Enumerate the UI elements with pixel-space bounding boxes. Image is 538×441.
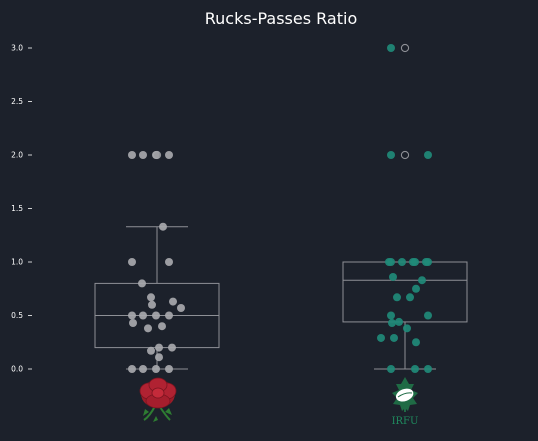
point-ireland [387,311,395,320]
outlier-marker [400,43,410,53]
point-ireland [395,317,403,326]
y-tick-label: 0.5 [11,311,23,320]
box-plots [94,43,468,370]
point-england [155,343,163,352]
point-england [155,353,163,362]
data-points [128,44,432,373]
point-england [165,311,173,320]
box-england [94,150,220,370]
point-england [128,365,136,373]
point-england [148,300,156,309]
outlier-marker [400,150,410,160]
point-ireland [418,276,426,285]
point-ireland [387,44,395,52]
point-england [168,343,176,352]
point-ireland [389,272,397,281]
point-england [147,346,155,355]
point-ireland [398,258,406,266]
point-england [147,293,155,302]
irfu-logo: IRFU [392,377,419,427]
point-ireland [409,258,417,266]
point-england [128,151,136,159]
point-england [152,151,160,159]
point-england [159,222,167,231]
point-ireland [422,258,430,266]
point-england [165,258,173,266]
point-england [128,258,136,266]
point-england [169,297,177,306]
point-ireland [412,338,420,347]
box-ireland [342,43,468,370]
point-ireland [424,365,432,373]
point-england [152,311,160,320]
point-ireland [403,324,411,333]
england-rose-logo [139,377,177,422]
point-england [128,311,136,320]
point-england [165,365,173,373]
irfu-logo-text: IRFU [392,416,419,427]
y-tick-label: 1.0 [11,258,23,267]
y-tick-label: 2.0 [11,151,23,160]
iqr-box [342,261,468,323]
point-ireland [388,318,396,327]
y-tick-label: 0.0 [11,365,23,374]
point-england [138,279,146,288]
point-england [152,365,160,373]
y-tick-label: 3.0 [11,44,23,53]
point-england [129,318,137,327]
point-ireland [406,293,414,302]
point-england [144,324,152,333]
point-england [177,304,185,313]
point-ireland [424,311,432,320]
y-tick-label: 1.5 [11,204,23,213]
point-ireland [393,293,401,302]
point-ireland [411,365,419,373]
point-england [139,151,147,159]
point-england [139,311,147,320]
point-ireland [387,365,395,373]
chart-title: Rucks-Passes Ratio [205,9,357,28]
point-england [165,151,173,159]
point-ireland [390,333,398,342]
y-tick-label: 2.5 [11,97,23,106]
y-axis: 0.0 0.5 1.0 1.5 2.0 2.5 3.0 [11,44,32,374]
point-england [158,322,166,331]
point-ireland [424,151,432,159]
point-ireland [385,258,393,266]
point-ireland [377,333,385,342]
point-ireland [387,151,395,159]
point-england [139,365,147,373]
point-ireland [412,284,420,293]
